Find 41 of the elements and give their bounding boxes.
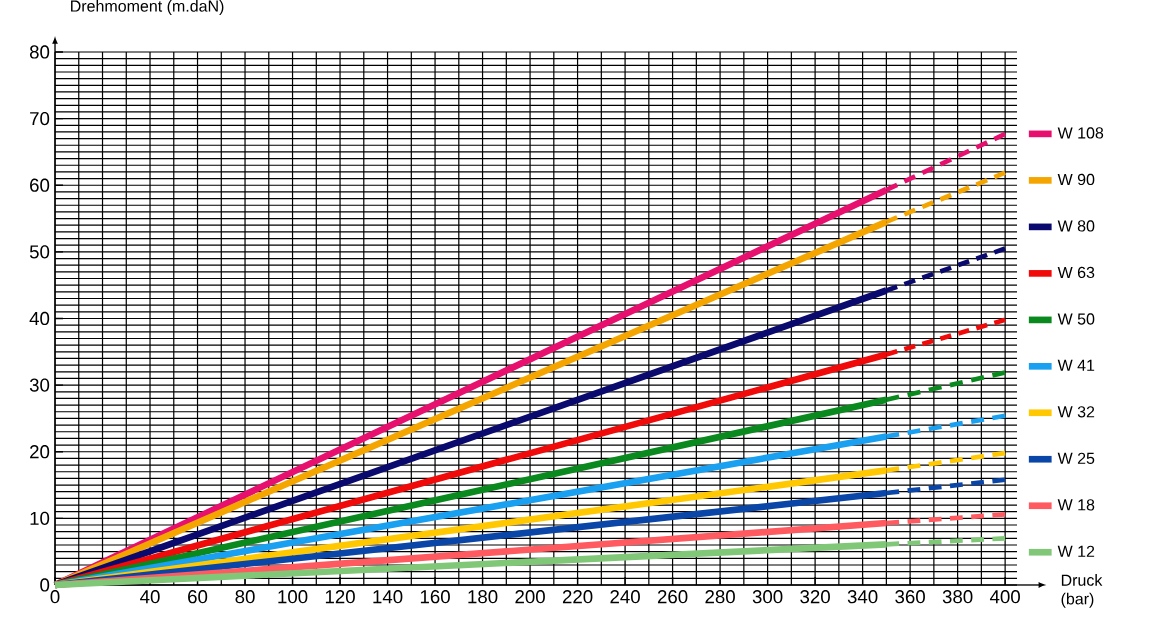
x-tick-label: 260: [657, 590, 688, 604]
y-tick-label: 40: [29, 311, 50, 326]
legend-label: W 90: [1057, 173, 1095, 186]
legend-label: W 50: [1057, 313, 1095, 325]
x-tick-label: 280: [705, 590, 735, 604]
x-tick-label: 220: [562, 590, 593, 604]
legend-label: W 12: [1057, 545, 1095, 557]
x-tick-label: 240: [610, 590, 640, 604]
x-tick-label: 160: [420, 590, 450, 604]
legend-label: W 25: [1057, 452, 1095, 464]
legend-label: W 108: [1057, 127, 1104, 139]
y-tick-label: 30: [29, 378, 50, 392]
x-tick-label: 140: [373, 590, 403, 604]
y-tick-label: 50: [29, 245, 50, 259]
x-axis-title: Druck (bar): [1061, 574, 1103, 608]
x-tick-label: 100: [278, 590, 308, 604]
y-tick-label: 20: [30, 445, 50, 459]
y-tick-label: 60: [30, 178, 50, 192]
x-tick-label: 360: [895, 590, 925, 604]
x-tick-label: 80: [235, 590, 255, 604]
x-tick-label: 340: [847, 590, 878, 604]
x-tick-label: 0: [50, 590, 60, 604]
x-tick-label: 180: [468, 590, 498, 604]
x-tick-label: 400: [989, 590, 1020, 604]
legend-label: W 80: [1057, 220, 1095, 232]
x-tick-label: 300: [752, 590, 783, 604]
x-tick-label: 40: [140, 590, 160, 604]
x-tick-label: 120: [325, 590, 355, 604]
x-tick-label: 200: [515, 590, 545, 604]
legend-label: W 18: [1057, 499, 1095, 511]
y-tick-label: 70: [30, 112, 50, 126]
x-tick-label: 380: [942, 590, 973, 604]
legend-label: W 63: [1057, 266, 1095, 279]
y-tick-label: 80: [29, 45, 50, 59]
y-tick-label: 0: [40, 578, 50, 592]
y-axis-title: Drehmoment (m.daN): [71, 0, 224, 15]
x-tick-label: 60: [188, 590, 208, 604]
legend-label: W 32: [1057, 406, 1095, 418]
x-tick-label: 320: [800, 590, 830, 604]
legend-label: W 41: [1057, 359, 1095, 371]
y-tick-label: 10: [30, 511, 50, 525]
